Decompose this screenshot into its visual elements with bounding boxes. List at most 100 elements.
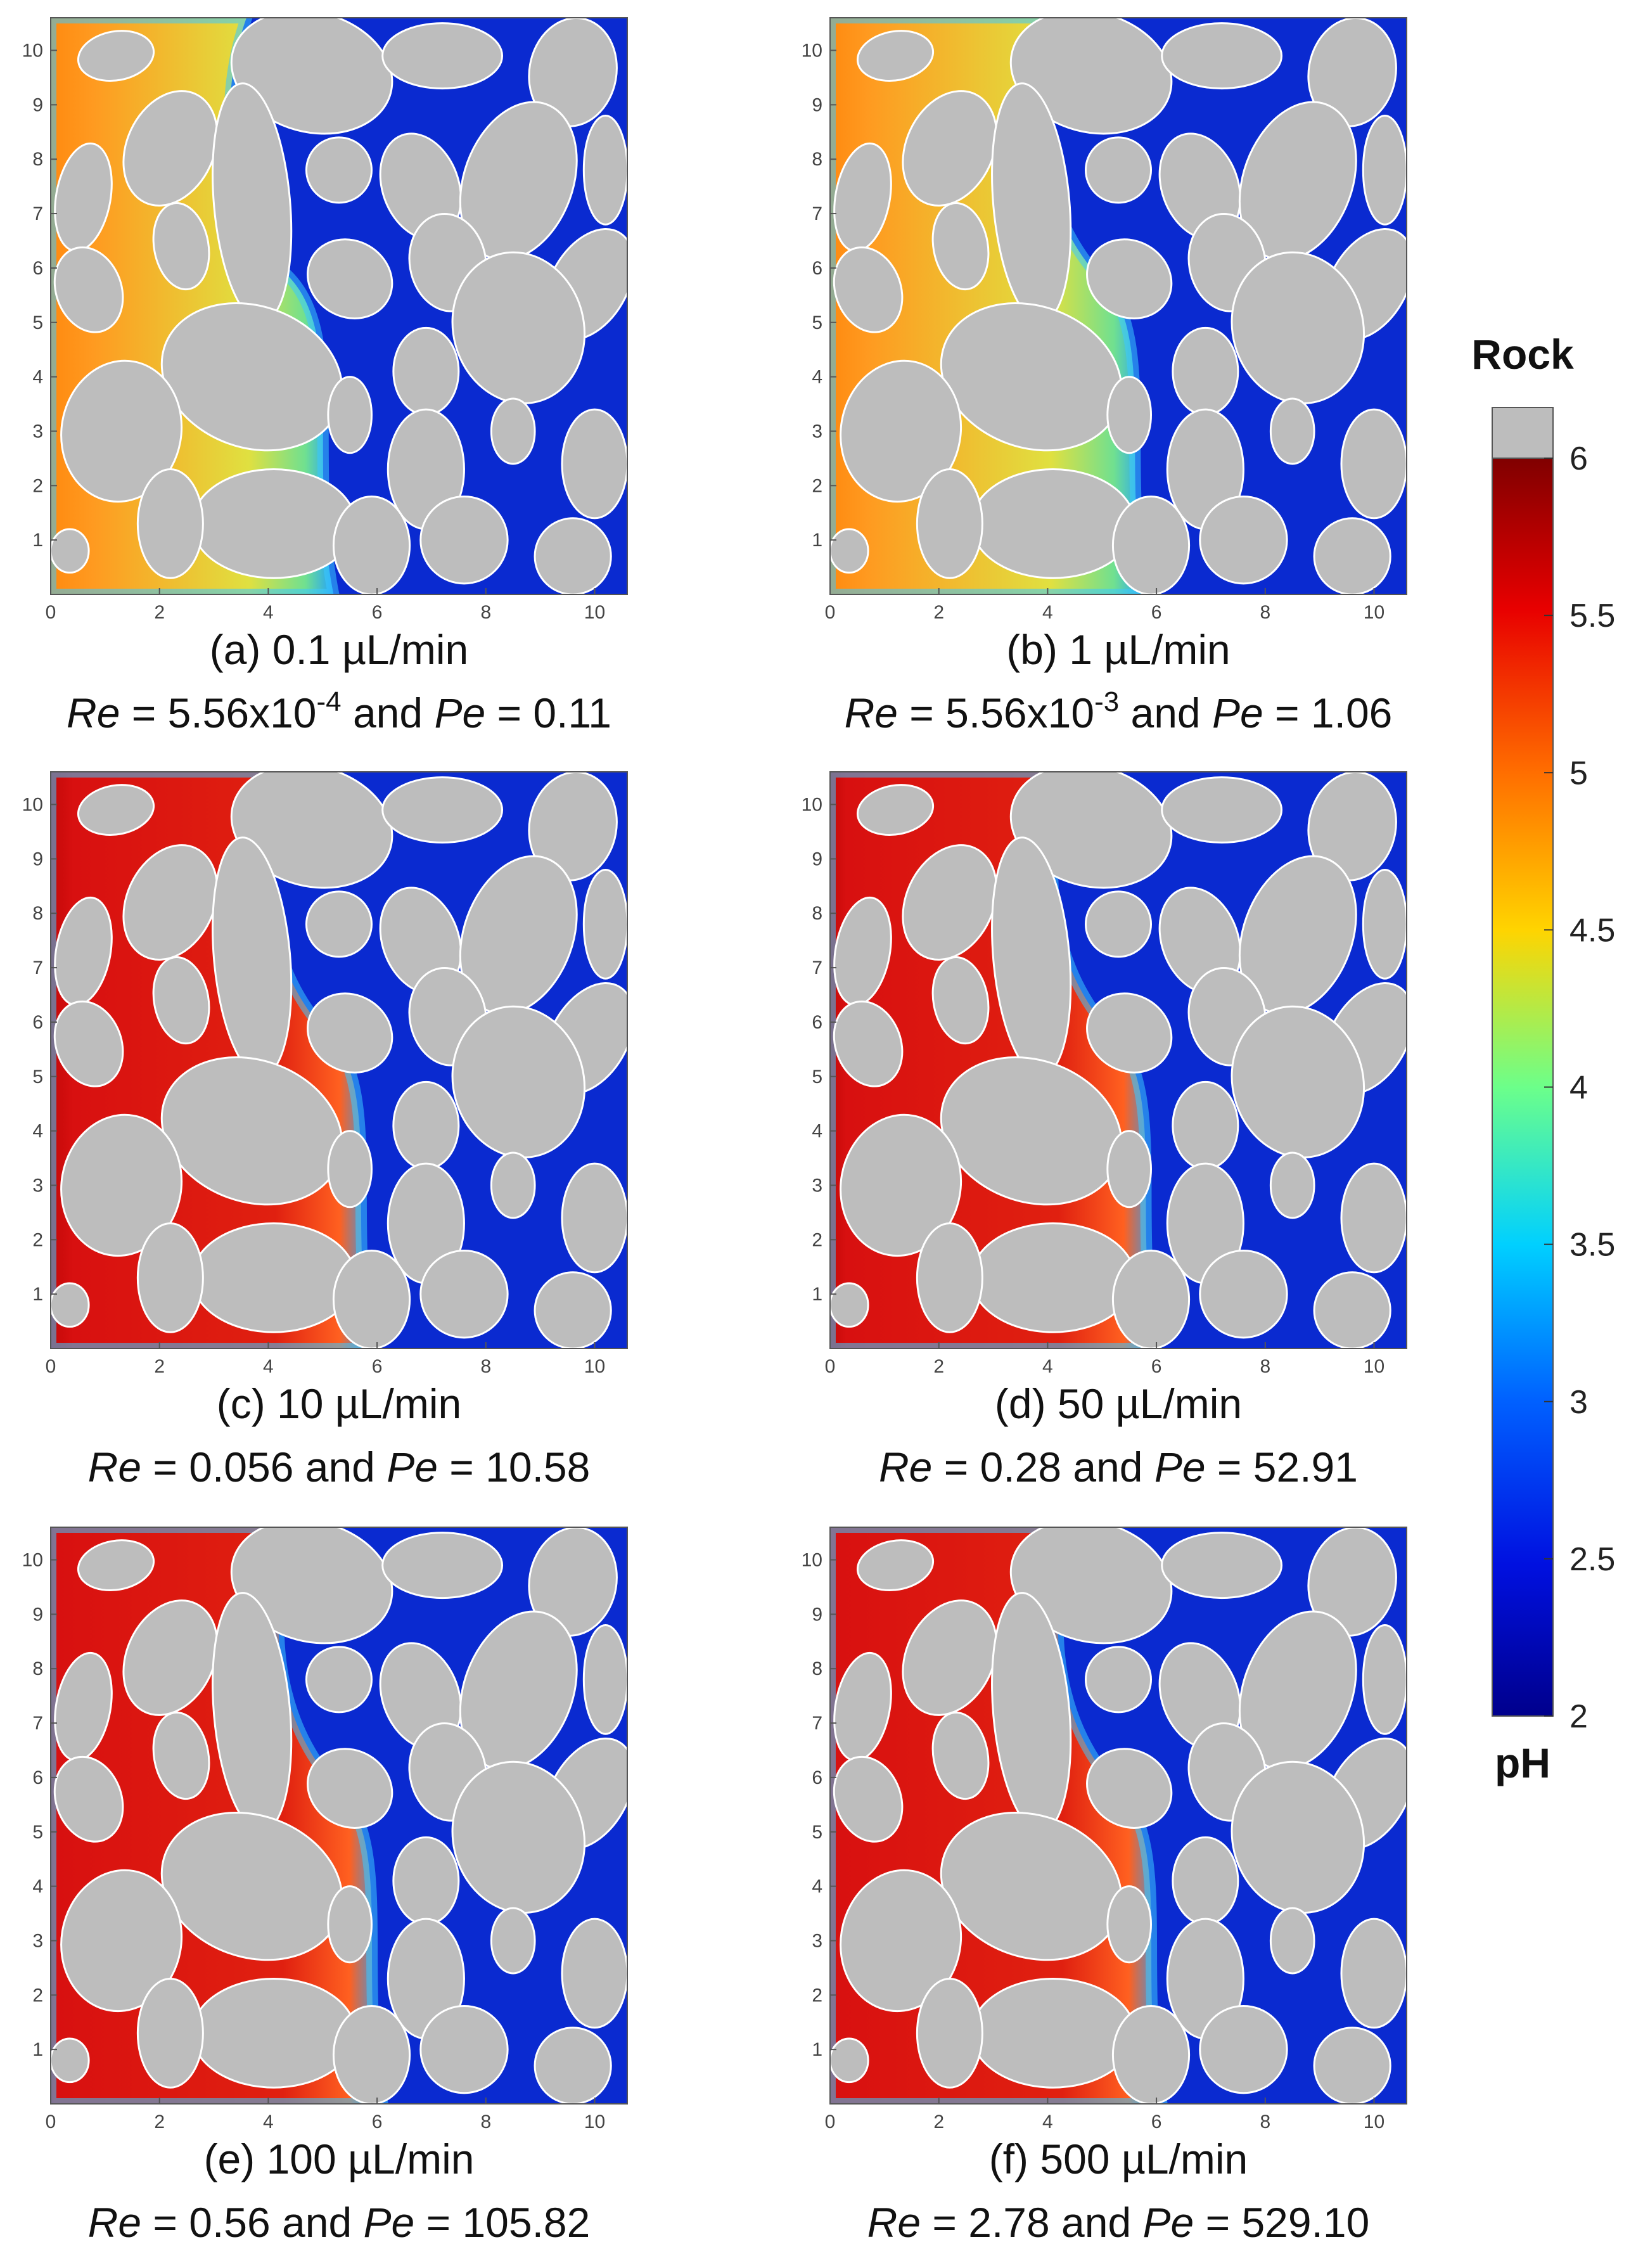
rock-grain (1362, 869, 1407, 980)
rock-grain (60, 359, 183, 503)
rock-grain (561, 1918, 627, 2029)
rock-grain (327, 1885, 373, 1964)
x-tick-label: 6 (1151, 2111, 1162, 2132)
rock-grain (332, 495, 411, 594)
x-tick-label: 8 (480, 1356, 491, 1377)
rock-grain (534, 1271, 612, 1349)
rock-grain (856, 30, 935, 82)
y-tick-label: 10 (802, 41, 822, 61)
y-tick-label: 6 (812, 258, 822, 279)
rock-grain (1106, 1885, 1153, 1964)
rock-grain (1231, 1760, 1365, 1914)
rock-grain (307, 238, 393, 319)
re-value: = 5.56x10 (898, 689, 1094, 736)
x-tick-label: 10 (584, 2111, 605, 2132)
y-tick-label: 10 (802, 1550, 822, 1571)
colorbar-rock-swatch (1492, 407, 1554, 459)
pe-value: = 105.82 (414, 2199, 590, 2246)
x-tick-label: 0 (825, 602, 836, 623)
rock-grain (51, 2037, 90, 2084)
y-tick-label: 3 (32, 1175, 43, 1196)
pe-label: Pe (1212, 689, 1263, 736)
x-tick-label: 8 (480, 602, 491, 623)
ph-field (51, 1527, 627, 2104)
rock-grain (451, 251, 586, 404)
y-tick-label: 5 (32, 312, 43, 333)
y-tick-label: 5 (32, 1067, 43, 1087)
rock-grain (916, 1222, 983, 1333)
rock-grain (332, 2004, 411, 2104)
y-tick-label: 8 (32, 1658, 43, 1679)
rock-grain (53, 246, 124, 333)
x-tick-label: 0 (46, 1356, 56, 1377)
rock-grain (1269, 397, 1315, 465)
rock-grain (53, 1000, 124, 1087)
y-tick-label: 2 (32, 1985, 43, 2006)
rock-grain (1199, 1249, 1288, 1339)
colorbar-tick-label: 2 (1569, 1698, 1588, 1735)
rock-grain (136, 1222, 204, 1333)
x-tick-label: 4 (1042, 2111, 1053, 2132)
y-tick-label: 2 (812, 475, 822, 496)
x-tick-label: 6 (372, 1356, 383, 1377)
re-exponent: -3 (1094, 686, 1119, 717)
x-tick-label: 6 (372, 602, 383, 623)
rock-grain (840, 359, 962, 503)
rock-grain (833, 1755, 904, 1843)
y-tick-label: 4 (812, 1876, 822, 1897)
rock-grain (381, 22, 504, 90)
y-tick-label: 1 (812, 2039, 822, 2060)
y-tick-label: 4 (32, 1876, 43, 1897)
rock-grain (931, 956, 990, 1045)
rock-grain (230, 18, 393, 135)
y-tick-label: 5 (32, 1822, 43, 1843)
rock-grain (833, 246, 904, 333)
y-tick-label: 3 (812, 1930, 822, 1951)
colorbar: Rock 6 5.5 5 4.5 4 3.5 3 2.5 2 pH (1471, 331, 1615, 1786)
rock-grain (1231, 1005, 1365, 1158)
rock-grain (582, 115, 627, 226)
y-tick-label: 4 (812, 1121, 822, 1142)
rock-grain (60, 1869, 183, 2013)
rock-grain (392, 1080, 460, 1170)
y-tick-label: 7 (32, 1713, 43, 1734)
and-text: and (1050, 2199, 1143, 2246)
y-tick-label: 9 (32, 849, 43, 869)
panel-numbers: Re = 0.28 and Pe = 52.91 (879, 1444, 1358, 1490)
rock-grain (561, 408, 627, 520)
y-tick-label: 2 (812, 1229, 822, 1250)
rock-grain (53, 1755, 124, 1843)
y-tick-label: 1 (812, 530, 822, 551)
pe-label: Pe (364, 2199, 415, 2246)
y-tick-label: 4 (32, 1121, 43, 1142)
colorbar-tick-label: 4.5 (1569, 912, 1615, 949)
rock-grain (1172, 1836, 1239, 1926)
rock-grain (1340, 408, 1407, 520)
axes-frame (50, 17, 628, 595)
pe-label: Pe (434, 689, 485, 736)
y-tick-label: 2 (32, 475, 43, 496)
x-tick-label: 10 (584, 1356, 605, 1377)
x-tick-label: 2 (154, 1356, 165, 1377)
pe-value: = 52.91 (1206, 1444, 1358, 1490)
axes-frame (50, 771, 628, 1349)
y-tick-label: 2 (812, 1985, 822, 2006)
rock-grain (122, 844, 219, 961)
rock-grain (152, 956, 210, 1045)
re-label: Re (88, 1444, 141, 1490)
y-tick-label: 3 (32, 1930, 43, 1951)
y-tick-label: 8 (812, 149, 822, 170)
rock-grain (77, 784, 155, 836)
rock-grain (1086, 992, 1173, 1073)
x-tick-label: 2 (933, 602, 944, 623)
pe-value: = 0.11 (485, 689, 611, 736)
rock-grain (332, 1249, 411, 1349)
colorbar-tick-label: 5.5 (1569, 598, 1615, 634)
rock-grain (1269, 1151, 1315, 1219)
x-tick-label: 6 (1151, 1356, 1162, 1377)
and-text: and (1061, 1444, 1154, 1490)
pe-label: Pe (1143, 2199, 1194, 2246)
x-tick-label: 2 (154, 2111, 165, 2132)
x-tick-label: 0 (46, 2111, 56, 2132)
